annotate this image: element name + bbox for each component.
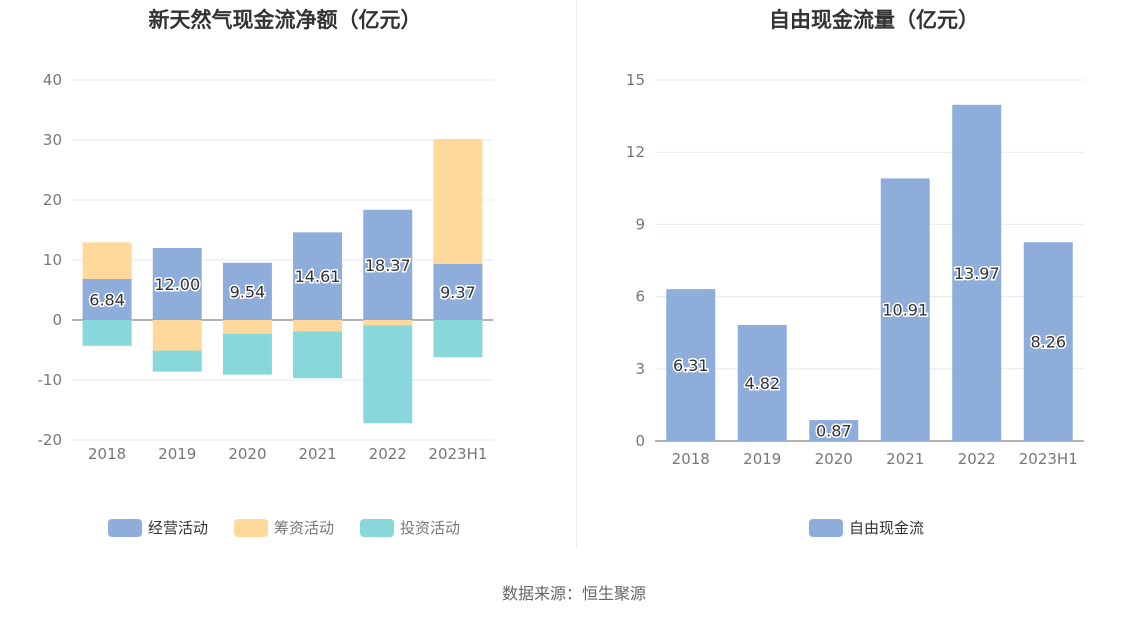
legend-swatch[interactable] <box>809 519 843 537</box>
panel-divider <box>576 0 577 548</box>
y-tick-label: 12 <box>626 143 645 161</box>
bar-primary[interactable] <box>152 248 202 320</box>
y-tick-label: 3 <box>635 360 645 378</box>
y-tick-label: 30 <box>43 131 62 149</box>
data-label: 12.00 <box>154 275 200 294</box>
data-label: 4.82 <box>744 374 780 393</box>
x-tick-label: 2018 <box>672 450 710 468</box>
bar-series-2[interactable] <box>363 325 413 424</box>
x-tick-label: 2020 <box>228 445 266 463</box>
bar-series-2[interactable] <box>433 320 483 358</box>
bar-series-1[interactable] <box>293 320 343 332</box>
data-label: 9.37 <box>440 283 476 302</box>
bar-primary[interactable] <box>363 209 413 320</box>
data-source-note: 数据来源：恒生聚源 <box>501 584 646 603</box>
data-label: 18.37 <box>365 256 411 275</box>
legend-swatch[interactable] <box>360 519 394 537</box>
data-label: 10.91 <box>882 301 928 320</box>
legend-swatch[interactable] <box>234 519 268 537</box>
bar-primary[interactable] <box>880 178 930 441</box>
bar-series-1[interactable] <box>222 320 272 334</box>
x-tick-label: 2022 <box>369 445 407 463</box>
x-tick-label: 2018 <box>88 445 126 463</box>
legend-label[interactable]: 投资活动 <box>400 519 460 537</box>
free-cashflow-chart: 15 12 9 6 3 0 6.31 2018 4.82 2019 0.87 2020 10.91 202… <box>626 71 1084 537</box>
x-tick-label: 2021 <box>886 450 924 468</box>
bar-primary[interactable] <box>82 278 132 320</box>
data-label: 8.26 <box>1030 333 1066 352</box>
bar-series-1[interactable] <box>152 320 202 351</box>
cashflow-chart: 40 30 20 10 0 -10 -20 6.84 2018 12.00 2019 9.54 2020… <box>38 71 493 537</box>
bar-primary[interactable] <box>222 262 272 320</box>
x-tick-label: 2020 <box>815 450 853 468</box>
data-label: 0.87 <box>816 422 852 441</box>
data-label: 6.31 <box>673 356 709 375</box>
legend-swatch[interactable] <box>108 519 142 537</box>
x-tick-label: 2021 <box>298 445 336 463</box>
data-label: 14.61 <box>295 267 341 286</box>
chart-title-cashflow: 新天然气现金流净额（亿元） <box>148 8 422 32</box>
bar-primary[interactable] <box>666 289 716 441</box>
bar-series-1[interactable] <box>82 242 132 279</box>
legend-label[interactable]: 筹资活动 <box>274 519 334 537</box>
y-tick-label: 10 <box>43 251 62 269</box>
bar-series-2[interactable] <box>293 331 343 379</box>
x-tick-label: 2019 <box>743 450 781 468</box>
bar-primary[interactable] <box>737 324 787 441</box>
bar-series-2[interactable] <box>152 350 202 372</box>
y-tick-label: 15 <box>626 71 645 89</box>
legend-label[interactable]: 自由现金流 <box>849 519 924 537</box>
x-tick-label: 2022 <box>958 450 996 468</box>
y-tick-label: 20 <box>43 191 62 209</box>
bar-primary[interactable] <box>293 232 343 320</box>
y-tick-label: 0 <box>52 311 62 329</box>
data-label: 13.97 <box>954 264 1000 283</box>
bar-series-1[interactable] <box>363 320 413 326</box>
bar-primary[interactable] <box>1023 242 1073 441</box>
legend-label[interactable]: 经营活动 <box>148 519 208 537</box>
data-label: 9.54 <box>230 282 266 301</box>
bar-primary[interactable] <box>952 104 1002 441</box>
x-tick-label: 2023H1 <box>428 445 487 463</box>
y-tick-label: 6 <box>635 288 645 306</box>
bar-series-2[interactable] <box>82 320 132 346</box>
data-label: 6.84 <box>89 290 125 309</box>
bar-primary[interactable] <box>809 420 859 441</box>
bar-primary[interactable] <box>433 263 483 320</box>
y-tick-label: 9 <box>635 215 645 233</box>
x-tick-label: 2019 <box>158 445 196 463</box>
bar-series-1[interactable] <box>433 138 483 264</box>
chart-title-free-cashflow: 自由现金流量（亿元） <box>769 8 979 32</box>
y-tick-label: 0 <box>635 432 645 450</box>
y-tick-label: -20 <box>38 431 63 449</box>
bar-series-2[interactable] <box>222 333 272 375</box>
y-tick-label: 40 <box>43 71 62 89</box>
x-tick-label: 2023H1 <box>1019 450 1078 468</box>
y-tick-label: -10 <box>38 371 63 389</box>
